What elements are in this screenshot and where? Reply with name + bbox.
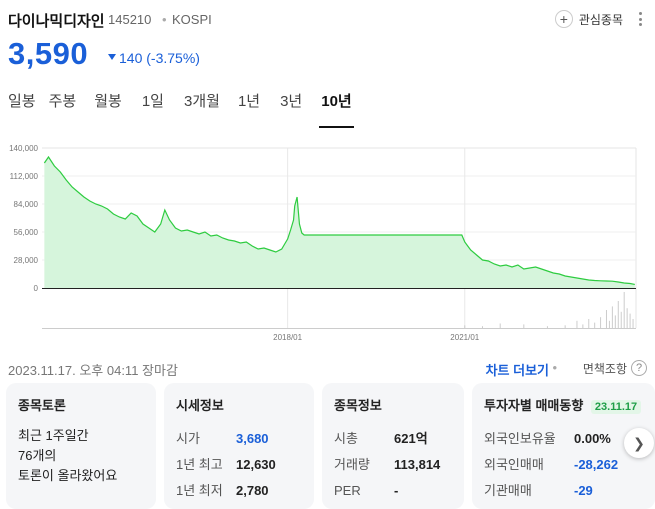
tab-1day[interactable]: 1일 — [141, 93, 164, 110]
stock-header: 다이나믹디자인 145210 • KOSPI + 관심종목 — [8, 8, 647, 30]
foreign-trade-label: 외국인매매 — [484, 457, 544, 472]
foreign-ratio-value: 0.00% — [574, 431, 611, 446]
stock-code: 145210 — [108, 12, 152, 27]
price-chart[interactable]: 140,000 112,000 84,000 56,000 28,000 0 2018/01… — [0, 140, 655, 350]
open-price-value: 3,680 — [236, 431, 269, 446]
per-label: PER — [334, 483, 361, 498]
y-tick-label: 56,000 — [14, 228, 39, 237]
volume-label: 거래량 — [334, 457, 370, 472]
x-tick-label: 2021/01 — [450, 333, 479, 342]
stock-info-card[interactable]: 종목정보 시총 621억 거래량 113,814 PER - — [322, 383, 464, 509]
tab-weekly[interactable]: 주봉 — [48, 93, 77, 110]
per-value: - — [394, 483, 399, 498]
y-tick-label: 0 — [34, 284, 39, 293]
next-card-button[interactable]: ❯ — [624, 428, 654, 458]
foreign-trade-row: 외국인매매 -28,262 — [484, 452, 643, 478]
volume-row: 거래량 113,814 — [334, 452, 452, 478]
price-change: 140 (-3.75%) — [108, 50, 200, 66]
favorite-label: 관심종목 — [578, 12, 623, 27]
chart-more-link[interactable]: 차트 더보기 — [485, 363, 549, 378]
market-cap-label: 시총 — [334, 431, 358, 446]
price-change-value: 140 (-3.75%) — [119, 50, 200, 66]
investor-trend-header: 투자자별 매매동향 23.11.17 — [484, 395, 643, 414]
y-tick-label: 28,000 — [14, 256, 39, 265]
discussion-line-1: 최근 1주일간 — [18, 428, 89, 443]
institution-trade-row: 기관매매 -29 — [484, 478, 643, 504]
foreign-ratio-row: 외국인보유율 0.00% — [484, 426, 643, 452]
y-tick-label: 140,000 — [9, 144, 38, 153]
volume-value: 113,814 — [394, 457, 441, 472]
help-icon[interactable]: ? — [631, 360, 647, 376]
year-low-row: 1년 최저 2,780 — [176, 478, 302, 504]
price-chart-svg: 140,000 112,000 84,000 56,000 28,000 0 2018/01… — [9, 144, 637, 342]
market-cap-row: 시총 621억 — [334, 426, 452, 452]
per-row: PER - — [334, 478, 452, 504]
price-line — [43, 155, 635, 285]
stock-name: 다이나믹디자인 — [8, 13, 105, 30]
discussion-title: 종목토론 — [18, 398, 66, 413]
tab-daily[interactable]: 일봉 — [8, 93, 36, 110]
down-triangle-icon — [108, 54, 116, 60]
disclaimer-link[interactable]: 면책조항 — [582, 362, 627, 376]
investor-date-badge: 23.11.17 — [590, 400, 642, 414]
period-tabs: 일봉 주봉 월봉 1일 3개월 1년 3년 10년 — [8, 90, 354, 128]
chevron-right-icon: ❯ — [633, 434, 645, 451]
institution-trade-value: -29 — [574, 483, 593, 498]
price-area — [44, 157, 635, 288]
current-price: 3,590 — [8, 36, 89, 71]
plus-icon: + — [554, 10, 573, 28]
year-high-label: 1년 최고 — [176, 457, 223, 472]
header-separator: • — [162, 12, 167, 27]
tab-10years[interactable]: 10년 — [319, 90, 354, 128]
more-options-icon[interactable] — [633, 10, 647, 28]
discussion-line-2: 76개의 — [18, 448, 57, 463]
institution-trade-label: 기관매매 — [484, 483, 532, 498]
tab-3years[interactable]: 3년 — [280, 93, 303, 110]
tab-1year[interactable]: 1년 — [237, 93, 261, 110]
market-cap-value: 621억 — [394, 431, 428, 446]
discussion-card[interactable]: 종목토론 최근 1주일간 76개의 토론이 올라왔어요 — [6, 383, 156, 509]
investor-trend-title: 투자자별 매매동향 — [484, 398, 584, 413]
y-tick-label: 112,000 — [10, 172, 39, 181]
foreign-trade-value: -28,262 — [574, 457, 619, 472]
open-price-label: 시가 — [176, 431, 200, 446]
year-high-value: 12,630 — [236, 457, 276, 472]
year-low-value: 2,780 — [236, 483, 269, 498]
x-tick-label: 2018/01 — [273, 333, 302, 342]
quote-info-card[interactable]: 시세정보 시가 3,680 1년 최고 12,630 1년 최저 2,780 — [164, 383, 314, 509]
open-price-row: 시가 3,680 — [176, 426, 302, 452]
tab-monthly[interactable]: 월봉 — [94, 93, 122, 110]
y-tick-label: 84,000 — [14, 200, 39, 209]
year-low-label: 1년 최저 — [176, 483, 223, 498]
year-high-row: 1년 최고 12,630 — [176, 452, 302, 478]
quote-info-title: 시세정보 — [176, 398, 224, 413]
market-timestamp: 2023.11.17. 오후 04:11 장마감 — [8, 363, 178, 378]
market-label: KOSPI — [172, 12, 212, 27]
status-separator: • — [552, 360, 557, 375]
foreign-ratio-label: 외국인보유율 — [484, 431, 556, 446]
status-row: 2023.11.17. 오후 04:11 장마감 차트 더보기 • 면책조항 ? — [8, 358, 647, 378]
tab-3months[interactable]: 3개월 — [183, 93, 220, 110]
add-favorite-button[interactable]: + 관심종목 — [554, 8, 623, 30]
stock-info-title: 종목정보 — [334, 398, 382, 413]
discussion-line-3: 토론이 올라왔어요 — [18, 468, 118, 483]
